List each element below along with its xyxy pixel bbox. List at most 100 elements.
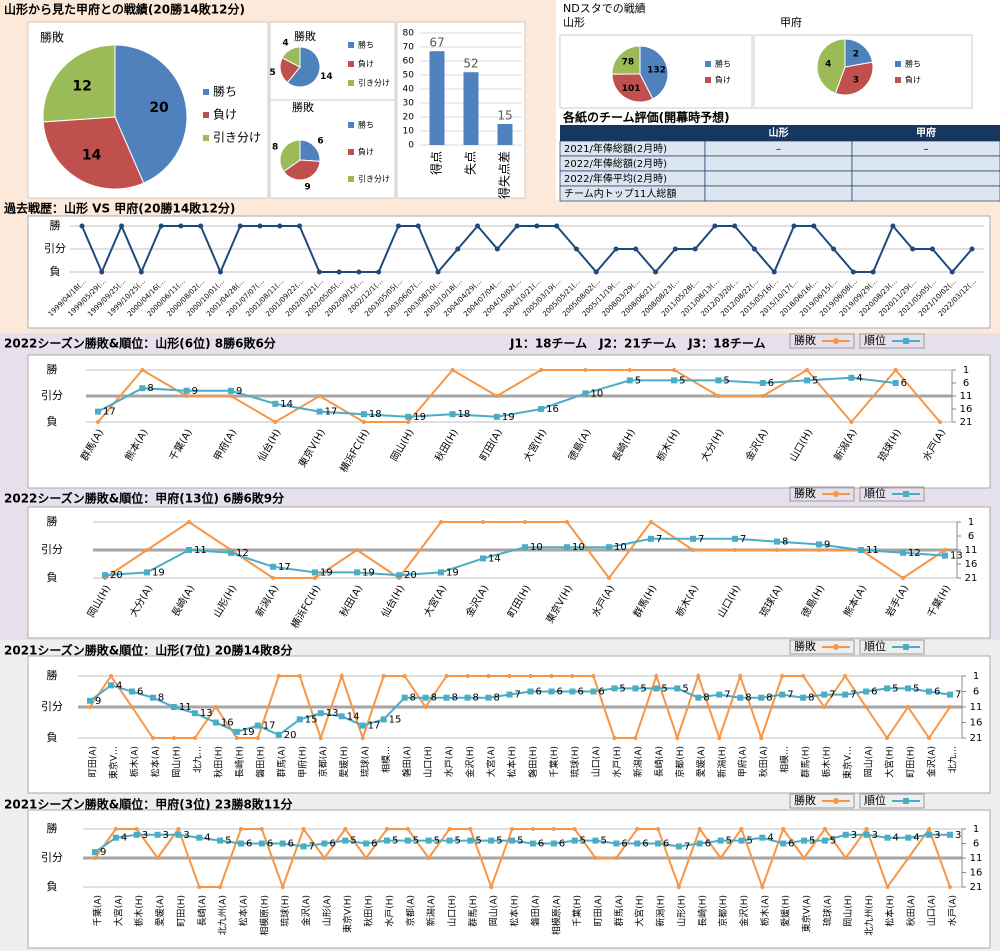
data-label: 17 <box>263 721 276 732</box>
data-label: 4 <box>856 373 862 384</box>
point <box>158 223 164 229</box>
legend-swatch <box>348 149 354 155</box>
data-label: 6 <box>288 839 294 850</box>
point <box>760 394 765 398</box>
point <box>906 705 911 709</box>
x-tick-label: 長崎(A) <box>653 746 665 777</box>
x-tick-label: 愛媛(A) <box>695 746 707 777</box>
x-tick-label: 新潟(H) <box>716 746 728 778</box>
legend-label: 勝敗 <box>794 333 816 347</box>
legend-swatch <box>895 61 901 67</box>
x-tick-label: 松本(H) <box>884 895 896 927</box>
point <box>383 837 390 844</box>
data-label: 4 <box>116 680 122 691</box>
point <box>671 377 678 384</box>
legend-label: 勝ち <box>715 59 731 69</box>
point <box>901 576 905 580</box>
data-label: 7 <box>740 534 746 545</box>
legend-label: 勝敗 <box>794 639 816 653</box>
legend-swatch <box>705 77 711 83</box>
data-label: 132 <box>647 66 666 76</box>
point <box>565 520 569 524</box>
point <box>128 688 135 695</box>
data-label: 12 <box>236 548 249 559</box>
point <box>257 223 263 229</box>
pie-slice <box>42 116 145 190</box>
x-tick-label: 山口(A) <box>927 895 938 926</box>
data-label: 7 <box>829 690 835 701</box>
data-label: 5 <box>475 836 481 847</box>
x-tick-label: 北九… <box>192 746 203 773</box>
point <box>480 555 486 562</box>
point <box>655 840 662 847</box>
y-tick-label: 10 <box>403 127 415 137</box>
point <box>716 691 723 698</box>
point <box>548 688 555 695</box>
chart-title: 2022シーズン勝敗&順位：甲府(13位) 6勝6敗9分 <box>4 491 284 506</box>
point <box>569 688 576 695</box>
table-cell-text: 2021/年俸総額(2月時) <box>564 142 667 155</box>
data-label: 6 <box>663 839 669 850</box>
point <box>884 834 891 841</box>
data-label: 8 <box>431 693 437 704</box>
point <box>817 548 821 552</box>
chart-box <box>27 506 991 639</box>
chart-title: 2021シーズン勝敗&順位：甲府(3位) 23勝8敗11分 <box>4 797 293 812</box>
chart-title: 甲府 <box>780 15 802 29</box>
y-tick-label: 引分 <box>41 699 63 713</box>
point <box>150 736 155 740</box>
data-label: 13 <box>326 708 339 719</box>
x-tick-label: 群馬(A) <box>613 895 625 926</box>
point <box>529 840 536 847</box>
data-label: 6 <box>317 136 323 146</box>
point <box>488 837 495 844</box>
point <box>254 722 261 729</box>
point <box>218 885 223 889</box>
point <box>653 269 659 275</box>
point <box>313 576 317 580</box>
point <box>233 728 240 735</box>
x-tick-label: 大宮(A) <box>485 746 497 777</box>
x-tick-label: 失点 <box>463 151 478 175</box>
data-label: 67 <box>429 36 444 50</box>
point <box>653 685 660 692</box>
point <box>212 719 219 726</box>
point <box>738 837 745 844</box>
data-label: 3 <box>872 830 878 841</box>
point <box>446 837 453 844</box>
point <box>133 831 140 838</box>
point <box>780 674 785 678</box>
data-label: 4 <box>825 60 831 70</box>
legend-box <box>859 333 925 349</box>
series-line <box>89 672 951 742</box>
legend-label: 勝敗 <box>794 793 816 807</box>
point <box>606 544 612 551</box>
point <box>969 246 975 252</box>
point <box>145 548 149 552</box>
point <box>634 840 641 847</box>
point <box>187 520 191 524</box>
legend-marker <box>903 798 909 804</box>
data-label: 5 <box>434 836 440 847</box>
point <box>191 710 198 717</box>
legend-marker <box>833 798 839 804</box>
legend-swatch <box>348 61 354 67</box>
point <box>342 837 349 844</box>
point <box>571 837 578 844</box>
data-label: 6 <box>535 687 541 698</box>
x-tick-label: 愛媛(H) <box>338 746 350 778</box>
point <box>590 688 597 695</box>
legend-box <box>789 793 855 809</box>
point <box>447 827 452 831</box>
y-tick-label: 負 <box>47 880 58 893</box>
point <box>485 694 492 701</box>
data-label: 3 <box>163 830 169 841</box>
pie-slice <box>816 38 846 94</box>
x-tick-label: 琉球(H) <box>279 895 291 927</box>
point <box>238 827 243 831</box>
point <box>435 269 441 275</box>
point <box>364 856 369 860</box>
point <box>228 549 234 556</box>
data-label: 8 <box>473 693 479 704</box>
